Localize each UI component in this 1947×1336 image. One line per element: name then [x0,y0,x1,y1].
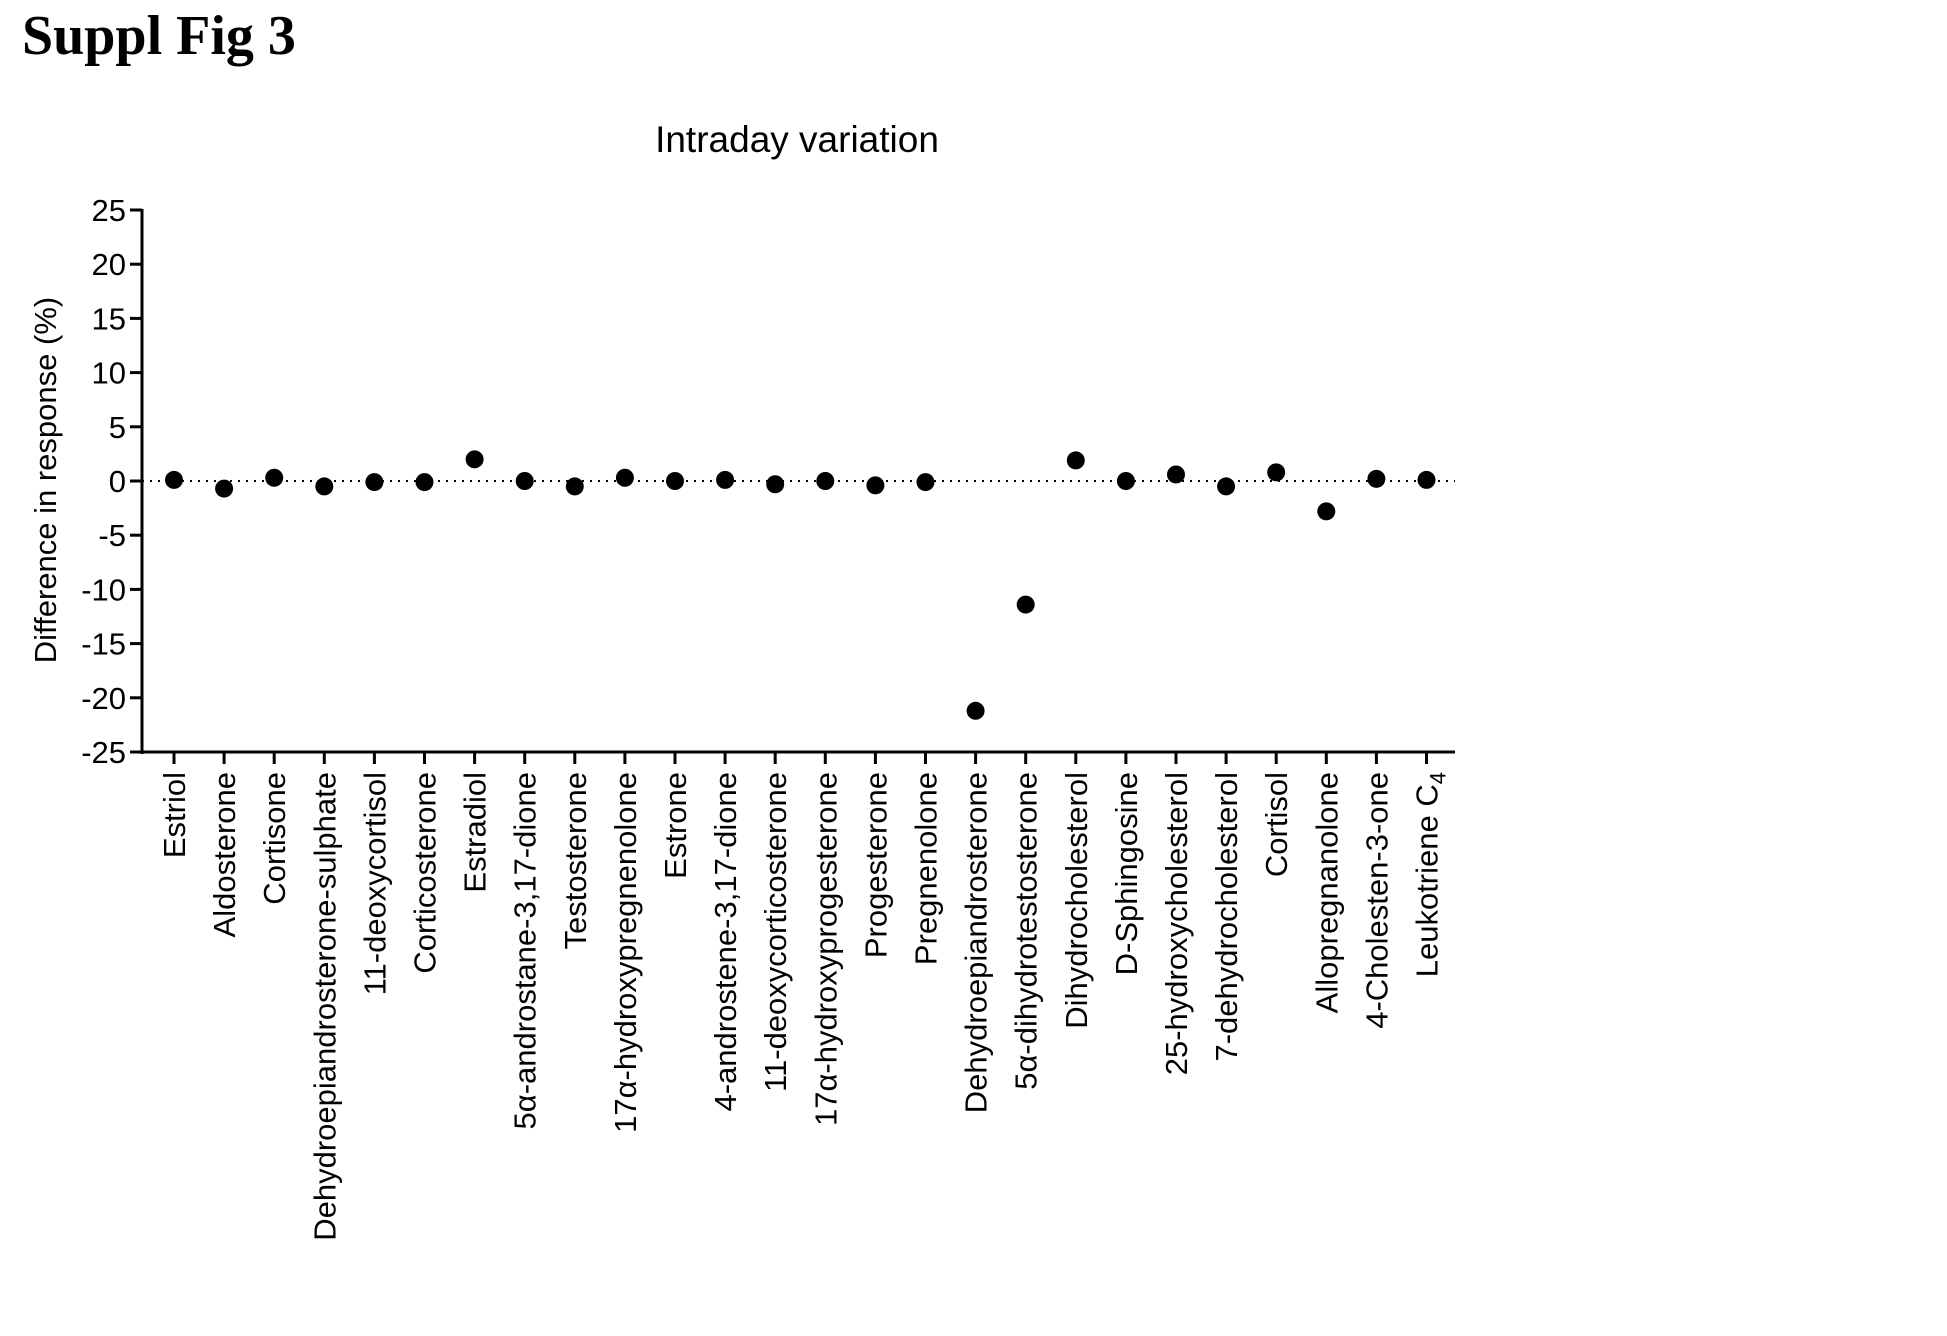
x-tick-label: Dehydroepiandrosterone [959,772,994,1113]
data-points-group [165,450,1436,720]
data-point [866,476,885,495]
x-tick-label: 17α-hydroxypregnenolone [608,772,643,1133]
data-point [215,479,234,498]
x-tick-label: 17α-hydroxyprogesterone [808,772,843,1126]
y-tick-label: 0 [109,464,126,499]
figure-label: Suppl Fig 3 [22,5,296,67]
data-point [966,701,985,720]
x-tick-label: Estradiol [458,772,493,893]
y-tick-label: 15 [92,301,126,336]
y-tick-label: -25 [81,735,126,770]
y-tick-label: 25 [92,193,126,228]
x-tick-label: Corticosterone [408,772,443,974]
x-tick-label: Aldosterone [207,772,242,937]
x-tick-labels-group: Estriol Aldosterone Cortisone Dehydroepiand… [157,772,1451,1241]
x-tick-label-base: Leukotriene C [1410,784,1445,977]
x-tick-label: Pregnenolone [909,772,944,965]
x-tick-label: Testosterone [558,772,593,950]
data-point [415,473,434,492]
x-tick-label: 5α-androstane-3,17-dione [508,772,543,1129]
data-point [766,475,785,494]
x-tick-label: 7-dehydrocholesterol [1209,772,1244,1062]
data-point [1367,469,1386,488]
data-point [265,468,284,487]
data-point [465,450,484,469]
x-tick-label: 4-Cholesten-3-one [1359,772,1394,1029]
data-point [1217,477,1236,496]
x-tick-label: Dihydrocholesterol [1059,772,1094,1029]
x-tick-label: 11-deoxycorticosterone [758,772,793,1092]
x-tick-label: Allopregnanolone [1309,772,1344,1013]
x-tick-label-subscript: 4 [1426,772,1451,784]
x-tick-label: Progesterone [858,772,893,958]
x-tick-label: Cortisone [257,772,292,905]
x-tick-label: Dehydroepiandrosterone-sulphate [307,772,342,1241]
y-tick-label: -15 [81,627,126,662]
data-point [1016,595,1035,614]
data-point [165,470,183,489]
axes-group: 25 20 15 10 5 0 -5 -10 -15 -20 -25 [81,193,1455,770]
y-tick-label: -5 [98,518,126,553]
y-axis-label: Difference in response (%) [28,297,63,663]
x-tick-label: D-Sphingosine [1109,772,1144,975]
data-point [666,472,684,490]
data-point [565,477,584,496]
x-tick-label: 5α-dihydrotestosterone [1009,772,1044,1090]
x-tick-label: Leukotriene C4 [1410,772,1451,977]
data-point [1417,470,1436,489]
data-point [1116,472,1135,490]
data-point [1066,451,1085,470]
y-tick-label: -20 [81,681,126,716]
data-point [315,477,334,496]
y-tick-label: 5 [109,410,126,445]
data-point [1317,502,1336,521]
data-point [816,472,835,490]
data-point [1167,465,1185,484]
data-point [365,473,384,492]
chart-title: Intraday variation [655,119,939,160]
x-tick-label: 25-hydroxycholesterol [1159,772,1194,1075]
data-point [916,473,935,492]
x-tick-label: Estriol [157,772,192,858]
x-tick-label: 11-deoxycortisol [357,772,392,995]
x-tick-label: Estrone [658,772,693,879]
data-point [515,472,534,490]
x-tick-label: Cortisol [1259,772,1294,877]
data-point [615,468,634,487]
x-tick-label: 4-androstene-3,17-dione [708,772,743,1112]
y-tick-label: -10 [81,572,126,607]
data-point [716,470,735,489]
y-tick-label: 20 [92,247,126,282]
data-point [1267,463,1286,482]
y-tick-label: 10 [92,356,126,391]
